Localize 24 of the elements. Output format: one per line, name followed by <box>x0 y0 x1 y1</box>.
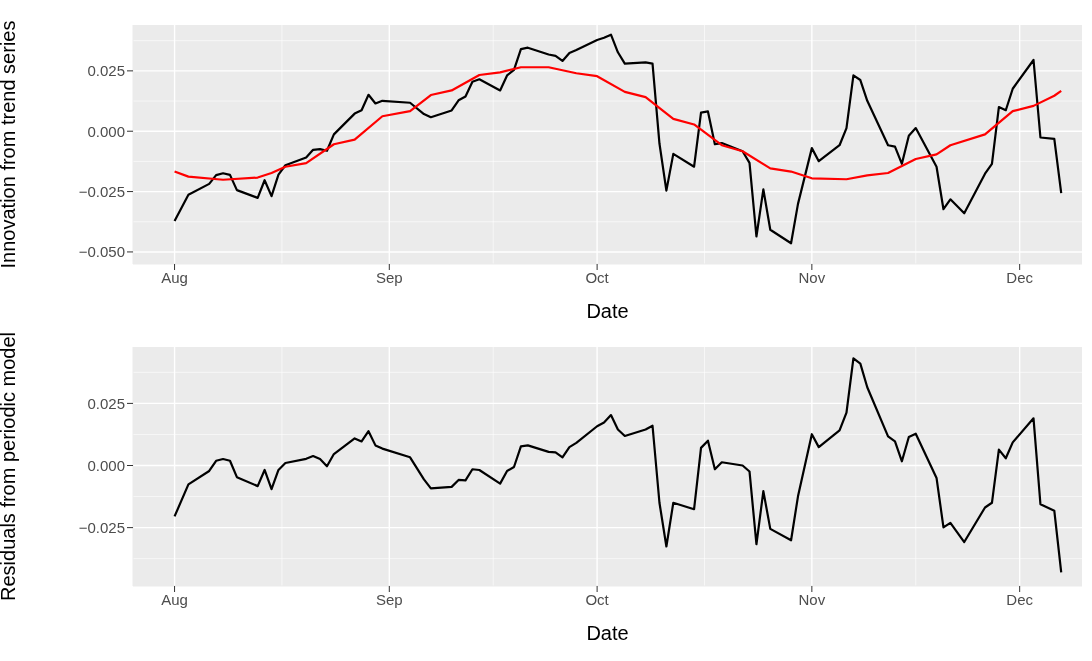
x-tick-label: Sep <box>375 590 403 608</box>
x-tick-label: Oct <box>585 590 610 608</box>
x-tick-label: Aug <box>161 590 188 608</box>
line-series <box>173 357 1063 574</box>
y-tick-label: 0.000 <box>87 456 125 474</box>
x-tick-label: Dec <box>1006 590 1034 608</box>
y-tick-label: 0.000 <box>87 122 125 140</box>
x-tick-label: Dec <box>1006 268 1034 286</box>
x-tick-label: Nov <box>798 268 826 286</box>
x-tick-label: Sep <box>375 268 403 286</box>
y-tick-label: 0.025 <box>87 62 125 80</box>
x-tick-label: Oct <box>585 268 610 286</box>
x-tick-label: Aug <box>161 268 188 286</box>
x-axis-title: Date <box>586 300 629 322</box>
y-axis-title: Innovation from trend series <box>0 20 20 269</box>
y-axis-title: Residuals from periodic model <box>0 331 20 602</box>
y-tick-label: −0.025 <box>78 518 125 536</box>
x-axis-title: Date <box>586 622 629 644</box>
x-tick-label: Nov <box>798 590 826 608</box>
line-series <box>173 66 1063 181</box>
y-tick-label: −0.050 <box>78 243 125 261</box>
y-tick-label: 0.025 <box>87 394 125 412</box>
y-tick-label: −0.025 <box>78 182 125 200</box>
line-series <box>173 33 1063 245</box>
